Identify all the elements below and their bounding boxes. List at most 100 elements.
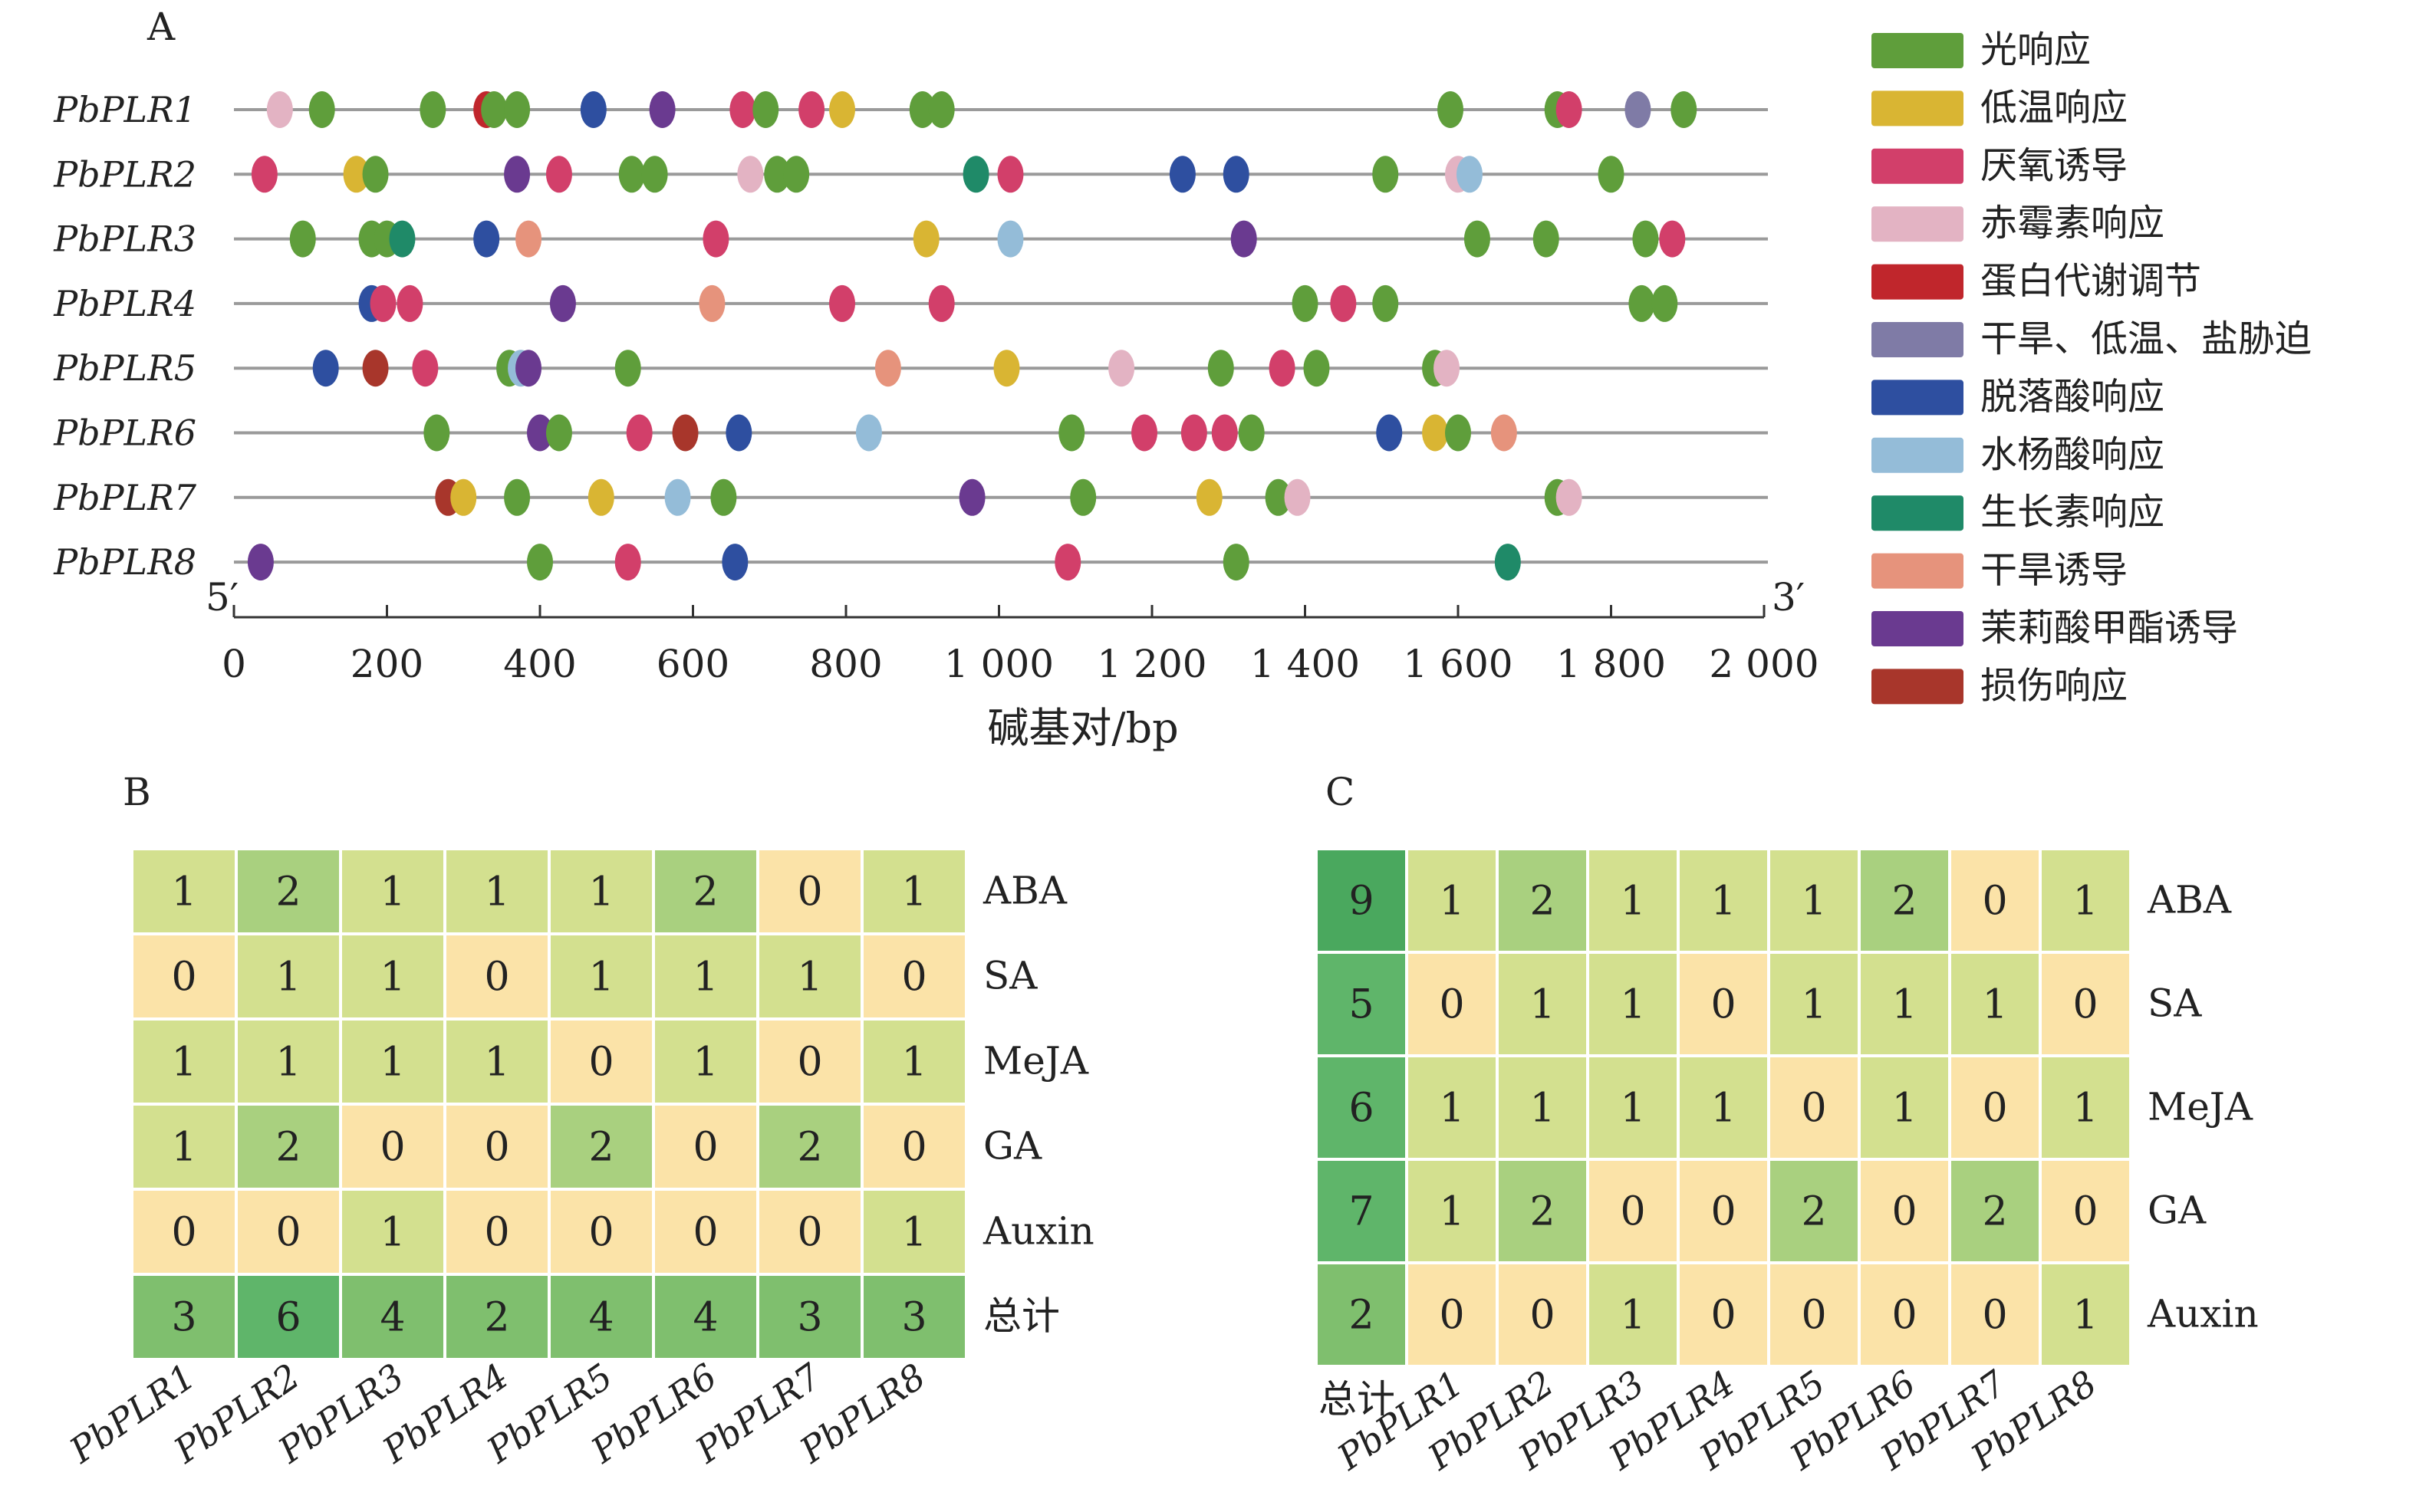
heatmap-cell-bg <box>1315 847 1408 954</box>
x-tick-label: 0 <box>222 642 246 686</box>
cis-element-pbplr4 <box>1330 284 1357 322</box>
heatmap-cell: 2 <box>235 847 342 935</box>
cis-element-pbplr5 <box>1433 350 1460 387</box>
heatmap-cell: 4 <box>339 1273 446 1361</box>
panel-a-letter: A <box>146 5 176 49</box>
heatmap-cell: 3 <box>861 1273 968 1361</box>
heatmap-cell-bg <box>1315 1054 1408 1161</box>
heatmap-cell-value: 6 <box>275 1295 301 1341</box>
cis-element-pbplr3 <box>997 220 1024 258</box>
heatmap-cell-bg <box>1586 847 1680 954</box>
cis-element-pbplr2 <box>1169 156 1196 193</box>
heatmap-cell: 0 <box>1405 951 1499 1057</box>
heatmap-cell-value: 9 <box>1348 879 1374 925</box>
heatmap-cell-value: 1 <box>1620 879 1645 925</box>
legend-item: 光响应 <box>1871 28 2091 71</box>
heatmap-cell-value: 0 <box>693 1125 718 1171</box>
heatmap-cell: 9 <box>1315 847 1408 954</box>
heatmap-cell-value: 1 <box>1982 982 2007 1028</box>
cis-element-pbplr7 <box>1284 478 1311 516</box>
heatmap-cell: 1 <box>1858 1054 1951 1161</box>
heatmap-cell-bg <box>443 1273 551 1361</box>
cis-element-pbplr1 <box>1555 91 1582 128</box>
heatmap-cell: 1 <box>2039 1261 2132 1368</box>
heatmap-cell-bg <box>2039 1261 2132 1368</box>
cis-element-pbplr8 <box>247 544 274 581</box>
cis-element-pbplr6 <box>1490 414 1517 452</box>
x-tick-label: 800 <box>809 642 882 686</box>
heatmap-cell: 0 <box>1948 1261 2042 1368</box>
heatmap-cell: 0 <box>756 1188 864 1276</box>
gene-label: PbPLR3 <box>53 219 196 260</box>
heatmap-cell-value: 1 <box>901 1040 927 1086</box>
heatmap-cell: 2 <box>548 1103 655 1191</box>
cis-element-pbplr3 <box>1463 220 1490 258</box>
heatmap-cell: 1 <box>235 932 342 1021</box>
cis-element-pbplr1 <box>308 91 335 128</box>
cis-element-pbplr8 <box>1055 544 1081 581</box>
legend-item: 茉莉酸甲酯诱导 <box>1871 606 2238 649</box>
heatmap-row-label: 总计 <box>983 1294 1060 1339</box>
heatmap-cell: 2 <box>1858 847 1951 954</box>
heatmap-cell-bg <box>1948 1158 2042 1264</box>
heatmap-cell-value: 0 <box>901 955 927 1001</box>
heatmap-cell-bg <box>1948 1054 2042 1161</box>
legend-swatch <box>1871 611 1963 646</box>
heatmap-cell-value: 0 <box>171 1210 196 1256</box>
heatmap-cell-value: 2 <box>1348 1293 1374 1339</box>
heatmap-cell: 0 <box>1767 1054 1861 1161</box>
heatmap-cell-value: 0 <box>1620 1189 1645 1235</box>
cis-element-pbplr1 <box>798 91 825 128</box>
gene-row-pbplr2: PbPLR2 <box>53 153 1768 195</box>
cis-element-pbplr4 <box>397 284 423 322</box>
gene-label: PbPLR6 <box>53 413 196 454</box>
heatmap-cell-bg <box>339 1273 446 1361</box>
cis-element-pbplr4 <box>1651 284 1678 322</box>
cis-element-pbplr7 <box>959 478 986 516</box>
heatmap-cell-value: 0 <box>797 869 822 915</box>
legend-label: 生长素响应 <box>1980 491 2164 534</box>
x-tick-label: 1 200 <box>1097 642 1206 686</box>
gene-label: PbPLR4 <box>53 283 196 324</box>
cis-element-pbplr5 <box>515 350 542 387</box>
cis-element-pbplr8 <box>614 544 641 581</box>
heatmap-cell-bg <box>1948 951 2042 1057</box>
heatmap-cell-bg <box>235 1017 342 1106</box>
heatmap-cell-value: 0 <box>1439 982 1464 1028</box>
cis-element-pbplr7 <box>1265 478 1292 516</box>
heatmap-cell: 2 <box>235 1103 342 1191</box>
legend-swatch <box>1871 206 1963 242</box>
heatmap-cell: 0 <box>1858 1261 1951 1368</box>
heatmap-cell: 1 <box>443 847 551 935</box>
heatmap-cell: 1 <box>861 1188 968 1276</box>
heatmap-cell-value: 2 <box>797 1125 822 1171</box>
heatmap-cell: 0 <box>1586 1158 1680 1264</box>
heatmap-cell-bg <box>1496 1261 1589 1368</box>
cis-element-pbplr7 <box>664 478 691 516</box>
gene-row-pbplr5: PbPLR5 <box>53 347 1768 389</box>
cis-element-pbplr6 <box>545 414 572 452</box>
legend-item: 厌氧诱导 <box>1871 144 2128 187</box>
gene-row-pbplr7: PbPLR7 <box>53 477 1768 518</box>
legend-swatch <box>1871 553 1963 589</box>
heatmap-cell: 0 <box>1677 1158 1770 1264</box>
heatmap-cell-bg <box>1677 1158 1770 1264</box>
heatmap-row-label: ABA <box>2147 878 2232 922</box>
heatmap-cell-value: 0 <box>1891 1189 1917 1235</box>
cis-element-pbplr2 <box>997 156 1024 193</box>
cis-element-pbplr1 <box>909 91 936 128</box>
cis-element-pbplr2 <box>343 156 370 193</box>
cis-element-pbplr2 <box>1372 156 1399 193</box>
heatmap-cell: 0 <box>756 847 864 935</box>
cis-element-pbplr6 <box>1376 414 1403 452</box>
cis-element-pbplr6 <box>672 414 699 452</box>
heatmap-cell: 0 <box>1948 847 2042 954</box>
heatmap-cell-value: 0 <box>588 1040 614 1086</box>
gene-label: PbPLR1 <box>53 89 196 130</box>
heatmap-cell: 1 <box>2039 1054 2132 1161</box>
cis-element-pbplr6 <box>423 414 450 452</box>
cis-element-pbplr7 <box>710 478 737 516</box>
promoter-rows: PbPLR1 PbPLR2 PbPLR3 PbPLR4 PbPLR5 PbPLR6 PbPL… <box>53 89 1768 583</box>
legend-item: 干旱诱导 <box>1871 549 2128 592</box>
heatmap-cell: 3 <box>130 1273 238 1361</box>
